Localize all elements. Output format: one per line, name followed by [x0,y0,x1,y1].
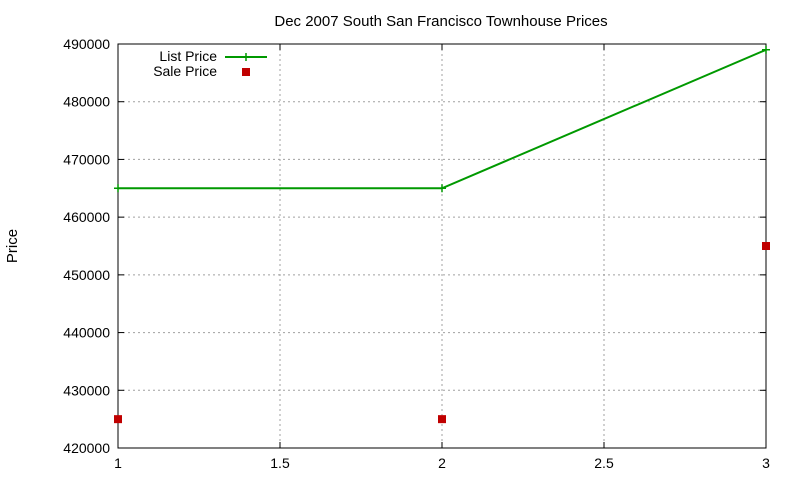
y-tick-label: 440000 [63,325,110,341]
x-tick-label: 2.5 [594,455,614,471]
sale-price-point [762,242,770,250]
legend: List Price Sale Price [153,48,267,79]
sale-price-point [438,415,446,424]
series-layer [114,45,770,424]
series-sale-price [114,242,770,424]
legend-label-list-price: List Price [159,48,217,64]
legend-swatches [225,53,267,76]
y-tick-label: 490000 [63,36,110,52]
y-tick-label: 460000 [63,209,110,225]
grid-layer [118,44,766,448]
x-tick-label: 1.5 [270,455,290,471]
x-tick-label: 3 [762,455,770,471]
list-price-point [762,45,770,54]
chart-title: Dec 2007 South San Francisco Townhouse P… [274,13,607,30]
x-tick-label: 1 [114,455,122,471]
ticks-layer: 420000 430000 440000 450000 460000 470000 4800… [63,36,770,471]
list-price-point [438,184,446,193]
sale-price-point [114,415,122,424]
x-tick-label: 2 [438,455,446,471]
legend-swatch-list-price-marker [242,53,250,61]
legend-label-sale-price: Sale Price [153,63,217,79]
y-tick-label: 430000 [63,382,110,398]
legend-swatch-sale-price-marker [242,68,250,76]
y-tick-label: 420000 [63,440,110,456]
y-tick-label: 450000 [63,267,110,283]
list-price-point [114,184,122,193]
series-list-price [114,45,770,193]
y-tick-label: 470000 [63,151,110,167]
y-axis-label: Price [4,229,21,263]
y-tick-label: 480000 [63,94,110,110]
